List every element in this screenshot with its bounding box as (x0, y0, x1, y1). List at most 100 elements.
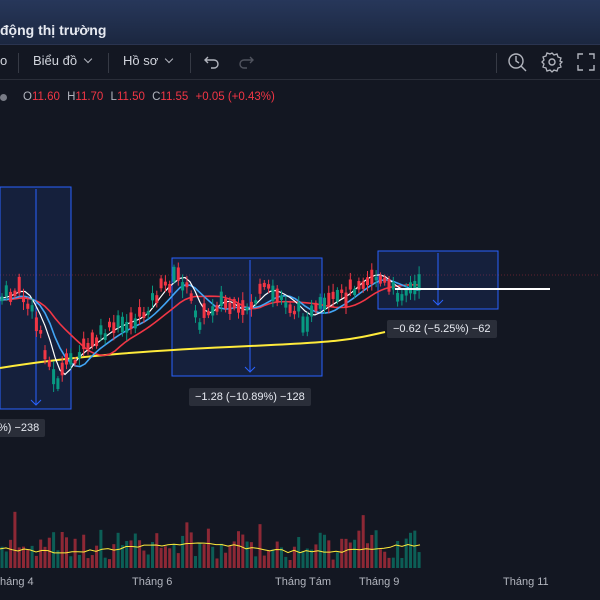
candle-body (387, 279, 391, 292)
profile-button[interactable]: Hồ sơ (123, 53, 174, 68)
x-axis-label: Tháng 6 (132, 576, 173, 588)
volume-bar (95, 545, 99, 568)
volume-bar (417, 552, 421, 568)
candle-body (297, 302, 301, 312)
volume-bar (86, 558, 90, 568)
candle-body (43, 350, 47, 360)
volume-bar (47, 537, 51, 568)
chart-type-button[interactable]: Biểu đồ (33, 53, 93, 68)
candle-body (404, 289, 408, 296)
range-measure-label: −1.28 (−10.89%) −128 (189, 388, 311, 406)
candle-body (90, 332, 94, 347)
candle-body (366, 277, 369, 286)
open-label: O (23, 91, 32, 103)
open-value: 11.60 (31, 91, 60, 103)
replay-icon[interactable] (506, 51, 528, 73)
volume-bar (211, 546, 215, 568)
candle-body (370, 269, 374, 285)
volume-bar (155, 533, 159, 568)
volume-bar (237, 531, 240, 568)
volume-bar (26, 549, 30, 568)
candle-body (310, 305, 314, 317)
low-value: 11.50 (116, 91, 145, 103)
volume-bar (181, 535, 185, 568)
gear-icon[interactable] (541, 51, 563, 73)
ma-slow-line (0, 284, 421, 357)
legend-visibility-dot[interactable] (0, 94, 7, 101)
candle-body (86, 342, 90, 350)
candle-body (417, 274, 421, 291)
volume-bar (189, 532, 193, 568)
toolbar-left-fragment[interactable]: o (0, 53, 8, 68)
volume-bar (185, 522, 189, 568)
candle-body (133, 318, 137, 329)
undo-icon[interactable] (203, 54, 221, 70)
change-value: +0.05 (+0.43%) (195, 91, 275, 103)
candle-body (318, 297, 322, 309)
candle-body (219, 291, 223, 307)
candle-body (348, 279, 352, 290)
volume-bar (228, 545, 232, 568)
candle-body (168, 283, 172, 293)
volume-bar (267, 550, 271, 568)
chart-type-label: Biểu đồ (33, 53, 78, 68)
volume-bar (383, 551, 387, 568)
low-label: L (110, 91, 117, 103)
candle-body (241, 300, 245, 315)
volume-bar (305, 548, 309, 568)
volume-bar (90, 555, 94, 568)
volume-bar (116, 532, 120, 568)
candle-body (52, 369, 56, 385)
volume-bar (301, 550, 305, 568)
candle-body (305, 316, 309, 332)
volume-bar (413, 530, 417, 568)
candle-body (288, 304, 292, 313)
fullscreen-icon[interactable] (577, 53, 595, 71)
candle-body (0, 296, 4, 302)
volume-bar (224, 552, 228, 568)
volume-bar (60, 531, 64, 568)
volume-bar (56, 550, 60, 568)
volume-bar (198, 543, 202, 568)
volume-bar (275, 541, 279, 568)
volume-bar (176, 553, 180, 568)
volume-bar (34, 555, 38, 568)
volume-bar (133, 533, 137, 568)
candle-body (378, 275, 382, 284)
candle-body (224, 298, 228, 309)
volume-bar (323, 534, 326, 568)
volume-bar (353, 539, 357, 568)
toolbar-divider (190, 53, 191, 73)
candle-body (275, 288, 279, 303)
candle-body (357, 281, 361, 290)
candle-body (176, 267, 180, 281)
volume-bar (400, 558, 404, 568)
candle-body (26, 303, 30, 309)
candle-body (77, 352, 81, 359)
candle-body (374, 276, 378, 281)
volume-bar (13, 511, 17, 568)
volume-bar (99, 529, 103, 568)
candle-body (245, 307, 249, 311)
candle-body (4, 285, 8, 297)
candle-body (271, 285, 275, 302)
candle-body (335, 289, 339, 302)
candle-body (413, 281, 417, 295)
candle-body (361, 281, 365, 289)
candle-body (9, 291, 13, 302)
candle-body (215, 305, 219, 312)
redo-icon[interactable] (237, 54, 255, 70)
candle-body (142, 312, 146, 318)
volume-bar (280, 547, 283, 568)
volume-bar (202, 544, 206, 568)
volume-bar (120, 545, 124, 568)
close-value: 11.55 (160, 91, 189, 103)
volume-bar (292, 546, 296, 568)
volume-bar (163, 546, 167, 568)
volume-bar (30, 545, 34, 568)
volume-bar (245, 541, 249, 568)
toolbar-divider (496, 53, 497, 73)
candle-body (103, 333, 107, 341)
candle-body (314, 302, 318, 312)
